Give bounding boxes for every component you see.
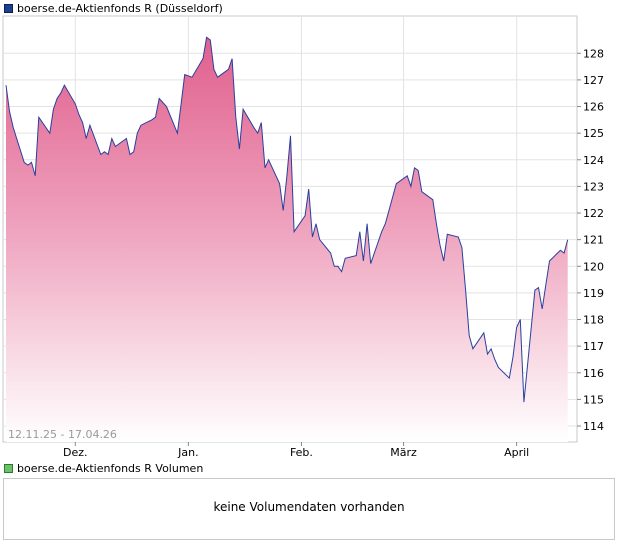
x-tick-label: Dez. <box>63 446 88 459</box>
y-tick-label: 117 <box>583 340 604 353</box>
price-legend-swatch <box>4 3 13 13</box>
y-tick-label: 115 <box>583 393 604 406</box>
y-tick-label: 114 <box>583 420 604 433</box>
price-legend: boerse.de-Aktienfonds R (Düsseldorf) <box>4 1 223 15</box>
y-tick-label: 125 <box>583 127 604 140</box>
volume-panel: keine Volumendaten vorhanden <box>3 478 615 540</box>
y-tick-label: 120 <box>583 260 604 273</box>
y-tick-label: 118 <box>583 314 604 327</box>
y-tick-label: 123 <box>583 180 604 193</box>
y-tick-label: 128 <box>583 47 604 60</box>
y-tick-label: 119 <box>583 287 604 300</box>
price-chart: 114 115 116 117 118 119 120 121 122 123 124 125 126 1… <box>2 15 604 459</box>
volume-legend: boerse.de-Aktienfonds R Volumen <box>4 461 203 475</box>
no-volume-message: keine Volumendaten vorhanden <box>213 500 405 514</box>
x-tick-label: März <box>390 446 417 459</box>
y-tick-label: 121 <box>583 234 604 247</box>
y-tick-label: 122 <box>583 207 604 220</box>
price-legend-label: boerse.de-Aktienfonds R (Düsseldorf) <box>17 1 223 15</box>
y-tick-label: 126 <box>583 101 604 114</box>
x-tick-label: April <box>504 446 529 459</box>
date-range-label: 12.11.25 - 17.04.26 <box>8 428 117 441</box>
price-line <box>5 36 569 403</box>
y-tick-label: 127 <box>583 74 604 87</box>
y-axis-ticks: 114 115 116 117 118 119 120 121 122 123 124 125 126 1… <box>577 47 604 433</box>
volume-legend-label: boerse.de-Aktienfonds R Volumen <box>17 461 204 475</box>
x-tick-label: Jan. <box>177 446 198 459</box>
y-tick-label: 124 <box>583 154 604 167</box>
price-area <box>6 37 568 443</box>
x-tick-label: Feb. <box>290 446 313 459</box>
x-axis-ticks: Dez. Jan. Feb. März April <box>63 442 529 459</box>
y-tick-label: 116 <box>583 367 604 380</box>
volume-legend-swatch <box>4 463 13 473</box>
